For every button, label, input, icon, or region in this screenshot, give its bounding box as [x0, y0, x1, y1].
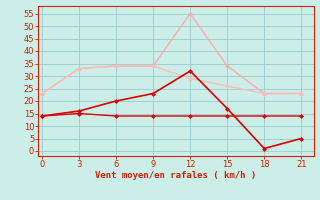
X-axis label: Vent moyen/en rafales ( km/h ): Vent moyen/en rafales ( km/h ) [95, 171, 257, 180]
